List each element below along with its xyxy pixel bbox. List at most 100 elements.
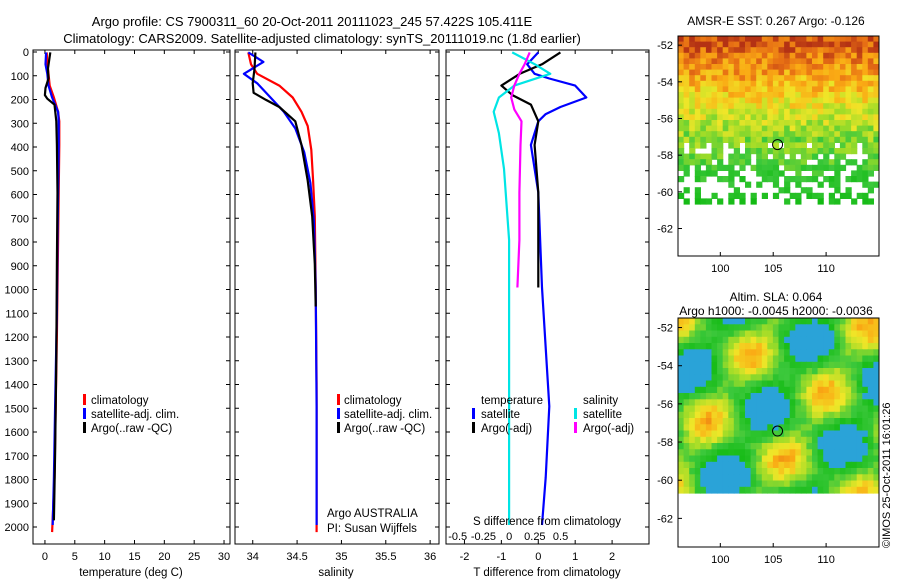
map-cell [739,374,746,382]
map-cell [745,92,752,99]
map-cell [823,480,830,488]
map-cell [756,148,763,155]
map-cell [767,361,774,369]
map-cell [772,148,780,155]
map-cell [851,318,858,325]
map-cell [828,97,835,104]
map-cell [722,424,729,432]
map-cell [856,318,863,325]
map-cell [806,368,813,375]
map-cell [778,136,785,143]
map-cell [778,80,785,87]
map-cell [845,418,852,425]
map-cell [845,343,852,350]
map-cell [678,318,685,325]
map-cell [761,486,768,494]
map-cell [717,198,724,205]
map-cell [745,330,752,338]
map-cell [873,114,879,121]
map-cell [778,443,785,450]
map-cell [867,330,874,338]
map-cell [856,436,863,444]
map-cell [856,330,863,338]
map-cell [839,103,847,110]
map-cell [873,374,879,382]
map-cell [700,436,707,444]
map-cell [728,86,735,93]
map-cell [683,318,690,325]
map-cell [834,103,841,110]
map-cell [739,64,746,71]
map-cell [700,176,707,183]
map-cell [694,69,701,76]
map-cell [806,86,813,93]
salinity-axis-label: salinity [318,567,353,579]
map-cell [772,86,780,93]
map-cell [683,336,690,344]
map-cell [722,474,729,482]
map-cell [700,131,707,138]
map-cell [733,114,740,121]
map-cell [683,386,690,394]
map-cell [828,120,835,127]
map-cell [806,380,813,388]
map-cell [800,103,807,110]
map-cell [862,159,869,166]
map-cell [767,336,774,344]
map-cell [711,424,718,432]
map-cell [784,36,791,43]
map-cell [750,92,757,99]
map-cell [761,164,768,171]
map-cell [745,97,752,104]
map-cell [767,468,774,475]
map-cell [795,69,802,76]
map-cell [828,192,835,199]
map-cell [683,468,690,475]
map-cell [873,86,879,93]
map-cell [694,97,701,104]
map-cell [784,386,791,394]
map-cell [733,58,740,65]
map-cell [812,131,819,138]
map-cell [828,443,835,450]
map-cell [717,103,724,110]
map-cell [817,486,824,494]
map-cell [689,349,696,357]
map-cell [817,52,824,59]
map-cell [867,198,874,205]
map-cell [772,336,780,344]
map-cell [828,181,835,188]
map-cell [745,455,752,463]
map-cell [711,58,718,65]
map-cell [745,343,752,350]
timestamp-label: ©IMOS 25-Oct-2011 16:01:26 [881,403,893,548]
map-cell [828,80,835,87]
map-cell [683,131,690,138]
map-cell [683,405,690,413]
map-cell [806,80,813,87]
map-cell [784,349,791,357]
map-cell [851,41,858,48]
map-cell [839,131,847,138]
map-cell [839,355,847,363]
map-cell [851,455,858,463]
map-cell [817,170,824,177]
map-cell [694,52,701,59]
map-cell [711,355,718,363]
map-cell [745,159,752,166]
map-cell [689,142,696,149]
map-cell [767,108,774,115]
map-cell [839,430,847,438]
map-cell [828,449,835,457]
map-cell [873,153,879,160]
map-cell [862,80,869,87]
map-cell [711,47,718,54]
map-cell [689,405,696,413]
map-cell [700,108,707,115]
map-cell [839,380,847,388]
map-cell [795,108,802,115]
map-y-tick-label: -60 [657,475,673,487]
map-cell [873,455,879,463]
map-cell [761,461,768,469]
map-cell [711,380,718,388]
